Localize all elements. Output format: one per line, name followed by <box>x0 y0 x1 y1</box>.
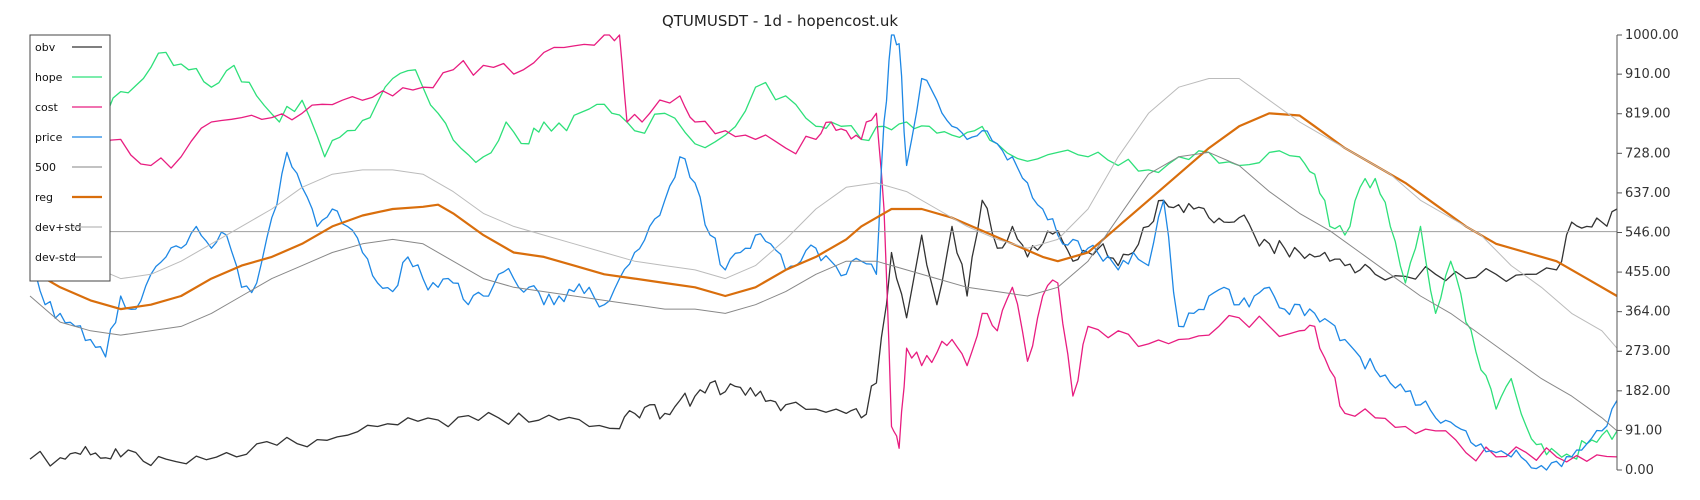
series-line-dev-std <box>29 78 1618 349</box>
y-tick-label: 819.00 <box>1625 107 1671 122</box>
y-tick-label: 728.00 <box>1625 146 1671 161</box>
y-tick-label: 91.00 <box>1625 423 1662 438</box>
legend-label: reg <box>35 191 53 204</box>
y-tick-label: 364.00 <box>1625 305 1671 320</box>
series-line-hope <box>29 51 1618 460</box>
legend-box <box>29 34 111 282</box>
chart-title: QTUMUSDT - 1d - hopencost.uk <box>662 12 898 30</box>
series-line-price <box>29 34 1618 471</box>
series-line-dev-std <box>29 151 1618 432</box>
y-tick-label: 1000.00 <box>1625 28 1679 43</box>
legend-label: price <box>35 131 63 144</box>
series-line-reg <box>29 112 1618 311</box>
y-axis-ticks: 1000.00 910.00 819.00 728.00 637.00 546.00 455… <box>1617 28 1679 478</box>
series-line-cost <box>29 34 1618 463</box>
legend-label: dev+std <box>35 221 82 234</box>
legend-label: obv <box>35 41 56 54</box>
y-tick-label: 0.00 <box>1625 463 1654 478</box>
y-tick-label: 637.00 <box>1625 186 1671 201</box>
legend-label: 500 <box>35 161 56 174</box>
legend-label: cost <box>35 101 59 114</box>
series-line-obv <box>29 199 1618 467</box>
legend-label: hope <box>35 71 63 84</box>
legend: obv hope cost price 500 reg dev+std dev-std <box>29 34 111 282</box>
y-tick-label: 273.00 <box>1625 344 1671 359</box>
plot-lines <box>29 34 1618 471</box>
legend-label: dev-std <box>35 251 76 264</box>
y-tick-label: 910.00 <box>1625 67 1671 82</box>
y-tick-label: 455.00 <box>1625 265 1671 280</box>
y-tick-label: 182.00 <box>1625 384 1671 399</box>
y-tick-label: 546.00 <box>1625 225 1671 240</box>
